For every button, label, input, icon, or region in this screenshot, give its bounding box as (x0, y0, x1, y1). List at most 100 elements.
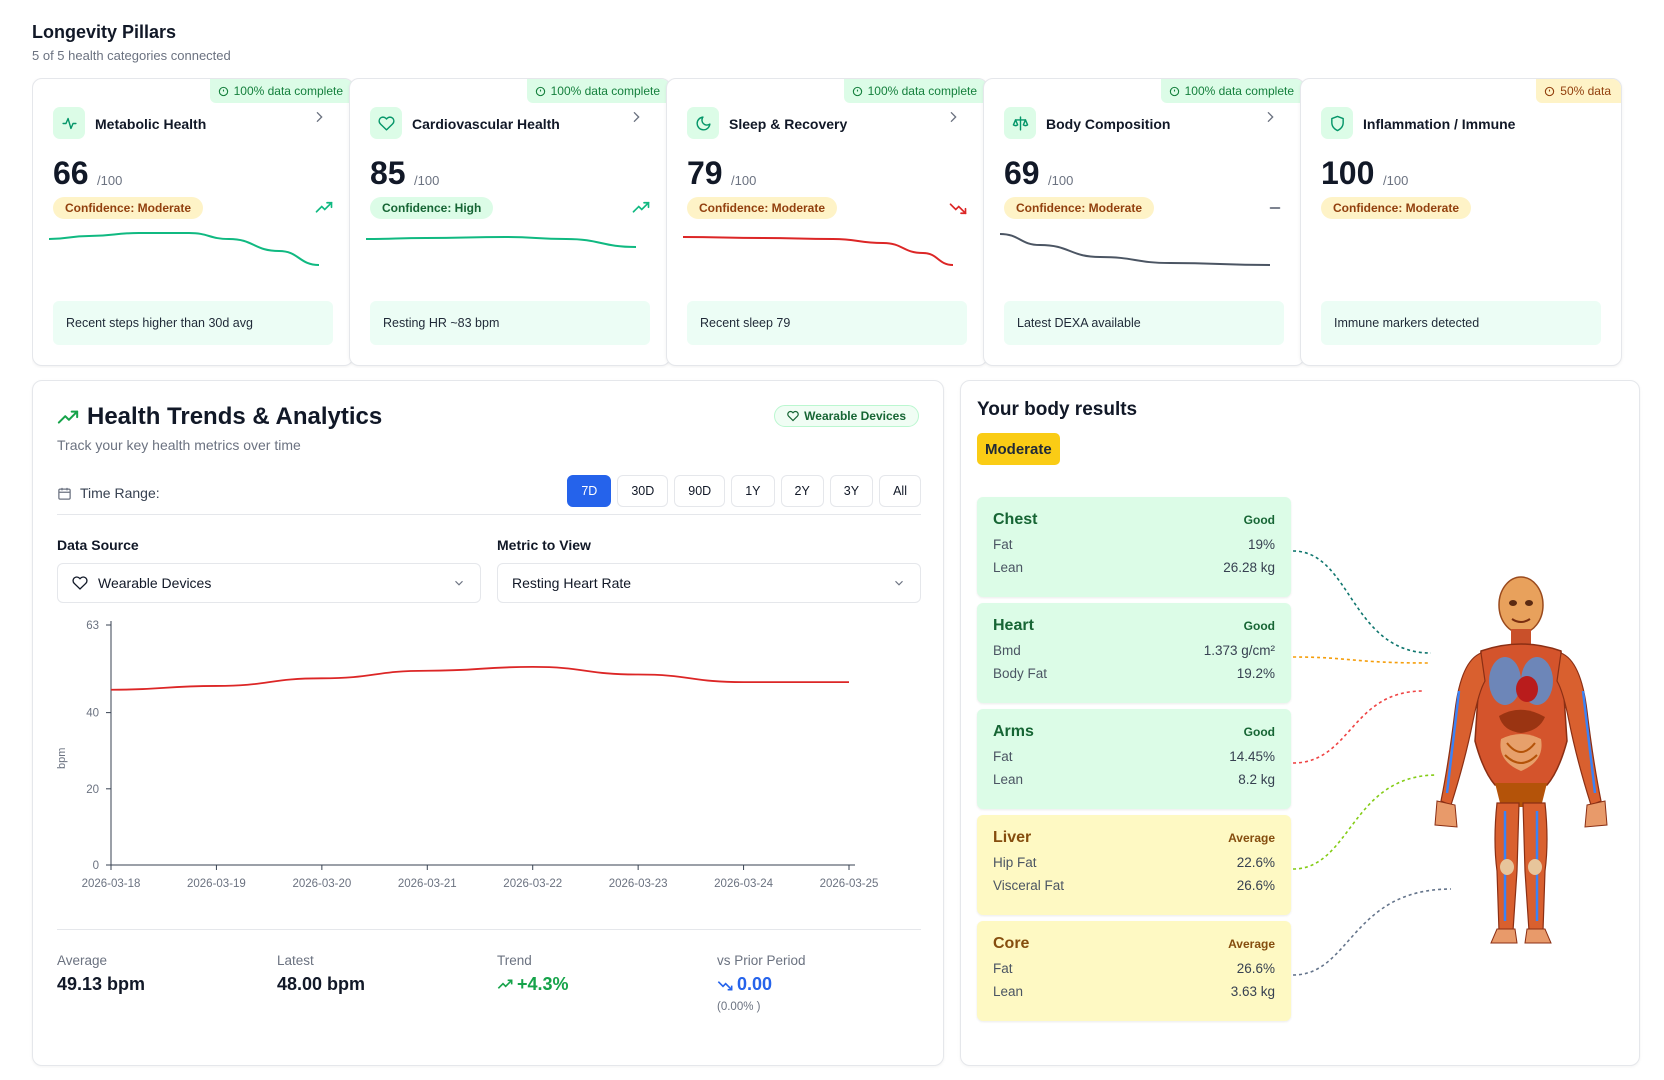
scale-icon (1012, 115, 1028, 131)
pillars-row: 100% data complete Metabolic Health 66 /… (32, 78, 1648, 368)
region-name: Core (993, 935, 1030, 952)
region-card-chest[interactable]: Chest Good Fat 19% Lean 26.28 kg (977, 497, 1291, 597)
pillar-card-inflammation-immune[interactable]: 50% data Inflammation / Immune 100 /100 … (1300, 78, 1622, 366)
info-circle-icon (1169, 86, 1179, 96)
stats-divider (57, 929, 921, 930)
data-source-select[interactable]: Wearable Devices (57, 563, 481, 603)
info-circle-icon (535, 86, 545, 96)
minus-icon (1269, 207, 1281, 209)
chevron-right-icon[interactable] (628, 109, 644, 125)
region-metric-row: Lean 3.63 kg (993, 984, 1275, 999)
data-complete-text: 100% data complete (1184, 84, 1294, 98)
pillar-card-sleep-recovery[interactable]: 100% data complete Sleep & Recovery 79 /… (666, 78, 988, 366)
stat-average-label: Average (57, 953, 108, 968)
pillar-score: 79 (687, 155, 723, 191)
region-metric-label: Fat (993, 961, 1013, 976)
region-metric-value: 3.63 kg (1230, 984, 1275, 999)
time-range-label: Time Range: (57, 485, 160, 501)
chevron-down-icon (455, 580, 463, 586)
pillar-note: Latest DEXA available (1004, 301, 1284, 345)
metric-value: Resting Heart Rate (512, 575, 632, 591)
stat-prior-value-row: 0.00 (717, 974, 806, 995)
body-results-panel: Your body results Moderate Chest Good Fa… (960, 380, 1640, 1066)
pillar-score: 69 (1004, 155, 1040, 191)
x-tick-label: 2026-03-24 (714, 878, 773, 890)
pillar-score-max: /100 (731, 173, 757, 188)
stat-trend-label: Trend (497, 953, 532, 968)
health-trends-panel: Health Trends & Analytics Track your key… (32, 380, 944, 1066)
region-metric-row: Hip Fat 22.6% (993, 855, 1275, 870)
region-metric-label: Fat (993, 537, 1013, 552)
region-card-core[interactable]: Core Average Fat 26.6% Lean 3.63 kg (977, 921, 1291, 1021)
x-tick-label: 2026-03-18 (82, 878, 141, 890)
data-complete-badge: 100% data complete (526, 79, 670, 103)
range-button-1y[interactable]: 1Y (731, 475, 775, 507)
pillar-name: Sleep & Recovery (729, 116, 848, 132)
pillar-score-max: /100 (1048, 173, 1074, 188)
time-range-row: Time Range: 7D 30D 90D 1Y 2Y 3Y All (57, 475, 921, 515)
region-status: Good (1243, 513, 1275, 527)
data-complete-badge: 50% data (1536, 79, 1621, 103)
body-results-title: Your body results (977, 399, 1138, 420)
chevron-right-icon[interactable] (945, 109, 961, 125)
region-status: Average (1228, 831, 1275, 845)
pillar-note: Immune markers detected (1321, 301, 1601, 345)
heart-icon (72, 576, 88, 590)
stat-latest: Latest 48.00 bpm (277, 953, 365, 995)
region-status: Good (1243, 725, 1275, 739)
region-metric-label: Fat (993, 749, 1013, 764)
y-axis-label: bpm (57, 748, 68, 769)
info-circle-icon (1545, 86, 1555, 96)
x-tick-label: 2026-03-22 (503, 878, 562, 890)
range-button-3y[interactable]: 3Y (829, 475, 874, 507)
metric-select[interactable]: Resting Heart Rate (497, 563, 921, 603)
pillar-card-cardiovascular-health[interactable]: 100% data complete Cardiovascular Health… (349, 78, 671, 366)
y-tick-label: 40 (86, 708, 99, 720)
range-button-7d[interactable]: 7D (567, 475, 612, 507)
range-button-90d[interactable]: 90D (674, 475, 726, 507)
stat-latest-label: Latest (277, 953, 314, 968)
region-card-arms[interactable]: Arms Good Fat 14.45% Lean 8.2 kg (977, 709, 1291, 809)
body-results-badge: Moderate (977, 433, 1060, 465)
data-complete-text: 100% data complete (867, 84, 977, 98)
pillar-card-metabolic-health[interactable]: 100% data complete Metabolic Health 66 /… (32, 78, 354, 366)
data-complete-text: 100% data complete (233, 84, 343, 98)
pillar-icon-box (370, 107, 402, 139)
x-tick-label: 2026-03-25 (820, 878, 879, 890)
region-card-heart[interactable]: Heart Good Bmd 1.373 g/cm² Body Fat 19.2… (977, 603, 1291, 703)
region-metric-row: Bmd 1.373 g/cm² (993, 643, 1275, 658)
chevron-right-icon[interactable] (1262, 109, 1278, 125)
stat-prior-label: vs Prior Period (717, 953, 806, 968)
region-metric-value: 1.373 g/cm² (1203, 643, 1275, 658)
stat-prior-value: 0.00 (737, 974, 773, 994)
region-card-liver[interactable]: Liver Average Hip Fat 22.6% Visceral Fat… (977, 815, 1291, 915)
data-source-label: Data Source (57, 537, 139, 553)
activity-icon (61, 117, 77, 129)
pillar-card-body-composition[interactable]: 100% data complete Body Composition 69 /… (983, 78, 1305, 366)
pillar-name: Metabolic Health (95, 116, 207, 132)
shield-icon (1330, 115, 1344, 131)
sparkline-path (366, 235, 637, 248)
region-metric-label: Body Fat (993, 666, 1048, 681)
pillar-name: Cardiovascular Health (412, 116, 560, 132)
region-metric-row: Body Fat 19.2% (993, 666, 1275, 681)
pillar-sparkline (683, 236, 954, 266)
region-metric-label: Bmd (993, 643, 1021, 658)
pillar-name: Inflammation / Immune (1363, 116, 1516, 132)
y-tick-label: 63 (86, 620, 99, 632)
region-name: Chest (993, 511, 1038, 528)
y-tick-label: 20 (86, 784, 99, 796)
trends-subtitle: Track your key health metrics over time (57, 437, 301, 453)
sparkline-path (683, 236, 954, 266)
sparkline-path (1000, 233, 1271, 266)
confidence-badge: Confidence: Moderate (1004, 197, 1155, 219)
trending-up-icon (57, 410, 79, 424)
chevron-right-icon[interactable] (311, 109, 327, 125)
range-button-30d[interactable]: 30D (617, 475, 669, 507)
region-connectors (1292, 550, 1451, 976)
connector-heart (1292, 656, 1430, 664)
range-button-2y[interactable]: 2Y (780, 475, 824, 507)
stat-trend-value: +4.3% (517, 974, 569, 994)
trending-up-icon (497, 979, 513, 989)
range-button-all[interactable]: All (879, 475, 921, 507)
